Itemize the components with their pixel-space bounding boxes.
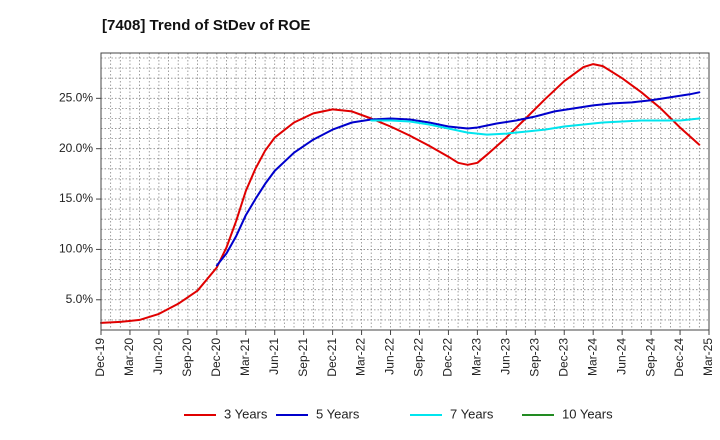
x-tick-label: Jun-22 xyxy=(383,338,397,375)
x-tick-label: Dec-20 xyxy=(209,338,223,377)
x-tick-label: Mar-21 xyxy=(238,338,252,376)
series-line-5-years xyxy=(215,91,701,267)
x-tick-label: Jun-24 xyxy=(614,338,628,375)
series-lines xyxy=(100,63,701,324)
x-tick-label: Sep-21 xyxy=(296,338,310,377)
x-axis: Dec-19 Mar-20 Jun-20 Sep-20 Dec-20 Mar-21 Jun-… xyxy=(93,330,715,377)
x-tick-label: Dec-24 xyxy=(672,338,686,377)
x-tick-label: Jun-23 xyxy=(499,338,513,375)
legend-label-5-years: 5 Years xyxy=(316,406,360,421)
x-tick-label: Jun-20 xyxy=(151,338,165,375)
legend-label-7-years: 7 Years xyxy=(450,406,494,421)
x-tick-label: Sep-20 xyxy=(180,338,194,377)
x-tick-label: Dec-22 xyxy=(441,338,455,377)
x-tick-label: Sep-22 xyxy=(412,338,426,377)
chart-title: [7408] Trend of StDev of ROE xyxy=(102,17,310,34)
x-tick-label: Dec-23 xyxy=(556,338,570,377)
legend-label-3-years: 3 Years xyxy=(224,406,268,421)
legend: 3 Years 5 Years 7 Years 10 Years xyxy=(184,406,613,421)
x-tick-label: Mar-24 xyxy=(585,338,599,376)
x-tick-label: Dec-19 xyxy=(93,338,107,377)
x-tick-label: Dec-21 xyxy=(325,338,339,377)
x-tick-label: Sep-23 xyxy=(527,338,541,377)
y-axis: 5.0% 10.0% 15.0% 20.0% 25.0% xyxy=(59,90,101,306)
y-tick-label: 20.0% xyxy=(59,141,93,155)
y-tick-label: 5.0% xyxy=(66,292,94,306)
x-tick-label: Mar-23 xyxy=(470,338,484,376)
y-tick-label: 10.0% xyxy=(59,242,93,256)
y-tick-label: 25.0% xyxy=(59,90,93,104)
x-tick-label: Jun-21 xyxy=(267,338,281,375)
x-tick-label: Mar-22 xyxy=(354,338,368,376)
x-tick-label: Sep-24 xyxy=(643,338,657,377)
legend-label-10-years: 10 Years xyxy=(562,406,613,421)
x-tick-label: Mar-25 xyxy=(701,338,715,376)
x-tick-label: Mar-20 xyxy=(122,338,136,376)
plot-frame xyxy=(100,52,710,331)
series-line-7-years xyxy=(370,117,701,136)
y-tick-label: 15.0% xyxy=(59,191,93,205)
gridlines xyxy=(101,53,709,331)
